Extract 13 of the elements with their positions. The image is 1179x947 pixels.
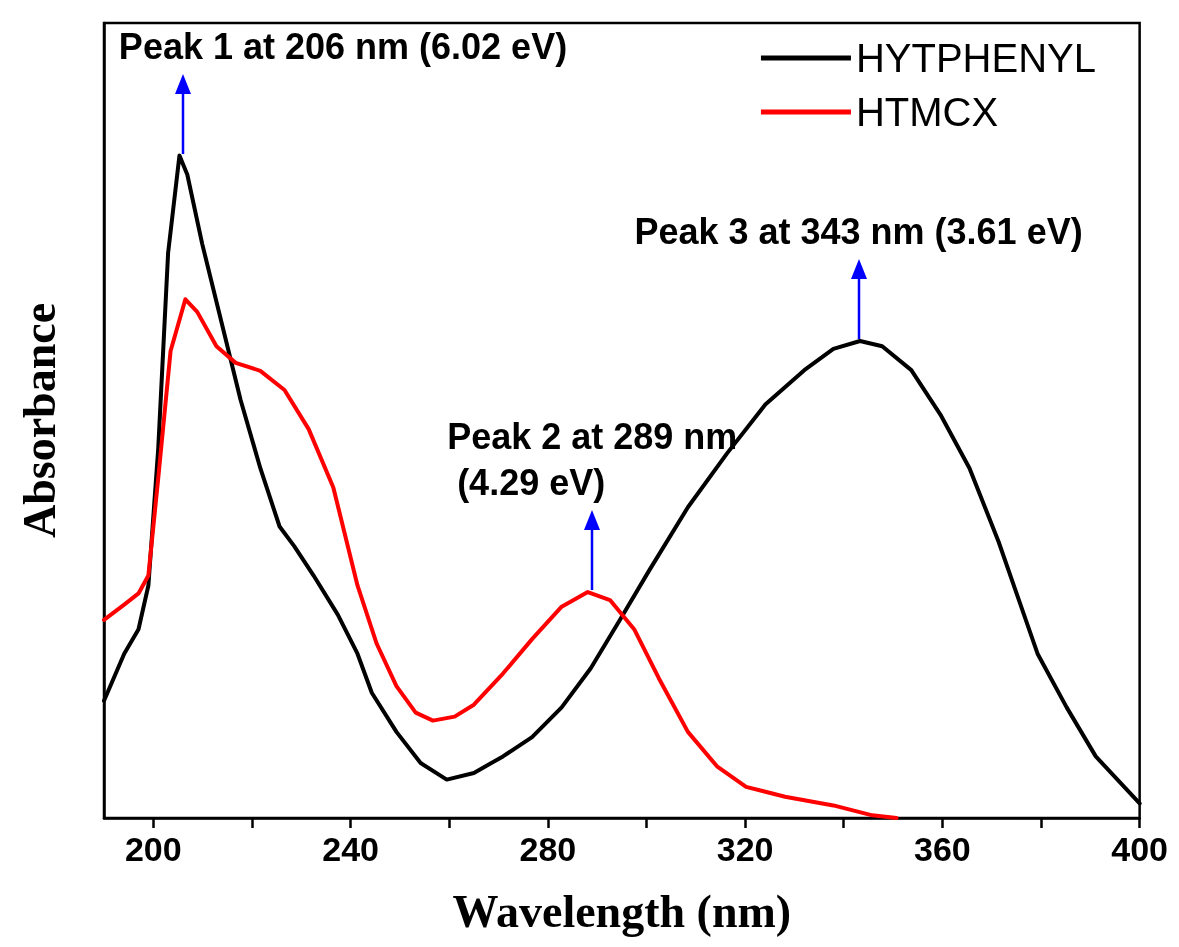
legend-label: HYTPHENYL — [855, 36, 1096, 80]
x-tick-label: 240 — [322, 830, 379, 868]
x-tick-label: 360 — [914, 830, 971, 868]
x-tick-label: 280 — [519, 830, 577, 868]
x-tick-label: 200 — [124, 830, 182, 868]
y-axis-title: Absorbance — [13, 302, 65, 539]
annotation: Peak 1 at 206 nm (6.02 eV) — [118, 24, 568, 69]
legend-label: HTMCX — [855, 90, 999, 134]
x-axis-title: Wavelength (nm) — [452, 885, 792, 937]
x-tick-label: 320 — [716, 830, 774, 868]
x-tick-label: 400 — [1111, 830, 1168, 868]
annotation: Peak 2 at 289 nm (4.29 eV) — [447, 415, 738, 506]
annotation: Peak 3 at 343 nm (3.61 eV) — [634, 210, 1083, 254]
